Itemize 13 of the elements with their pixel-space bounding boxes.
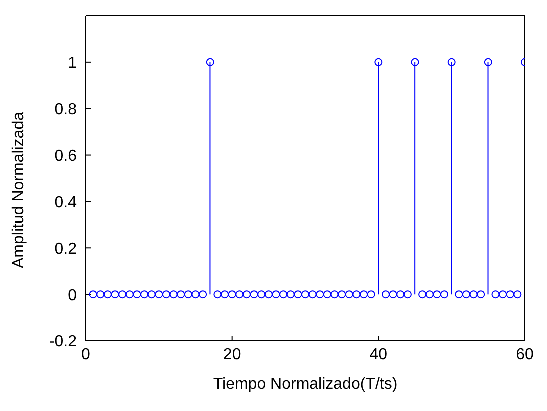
y-tick-label: 0.8	[54, 102, 78, 119]
x-tick-label: 40	[370, 346, 388, 364]
y-tick-label: 0.2	[54, 240, 78, 258]
y-tick-label: 0.6	[54, 148, 78, 165]
y-tick-label: 0	[68, 287, 78, 304]
y-axis-title: Amplitud Normalizada	[10, 112, 28, 268]
y-tick-label: 0.4	[54, 194, 78, 212]
y-tick-label: -0.2	[49, 334, 78, 351]
x-axis-title: Tiempo Normalizado(T/ts)	[213, 376, 398, 393]
x-tick-label: 0	[82, 346, 91, 364]
x-tick-label: 60	[516, 346, 534, 364]
y-tick-label: 1	[68, 55, 78, 72]
x-tick-label: 20	[223, 346, 242, 364]
